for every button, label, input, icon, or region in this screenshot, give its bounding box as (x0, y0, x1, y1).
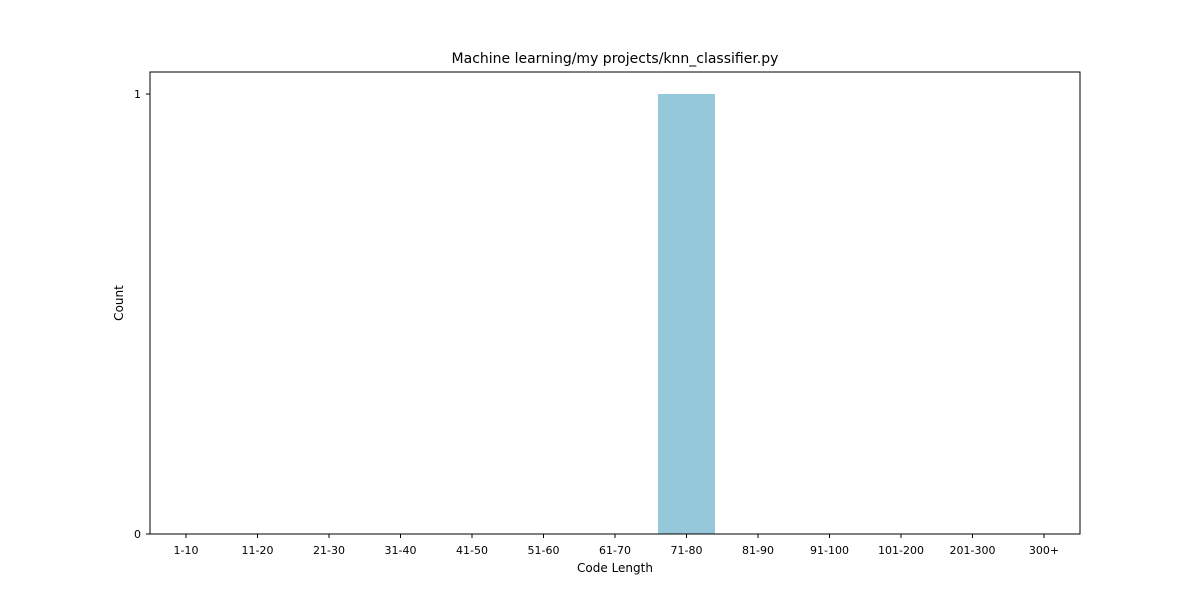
y-tick-label: 0 (134, 528, 141, 541)
y-axis-label: Count (112, 285, 126, 321)
x-tick-label: 1-10 (174, 544, 199, 557)
x-tick-label: 31-40 (385, 544, 417, 557)
plot-frame (149, 71, 1081, 535)
x-tick-label: 61-70 (599, 544, 631, 557)
y-axis: 01 (134, 88, 150, 541)
chart-title: Machine learning/my projects/knn_classif… (452, 51, 779, 67)
bars-layer (658, 94, 715, 534)
x-tick-label: 11-20 (242, 544, 274, 557)
x-tick-label: 300+ (1029, 544, 1059, 557)
x-tick-label: 71-80 (671, 544, 703, 557)
x-tick-label: 91-100 (810, 544, 849, 557)
x-tick-label: 101-200 (878, 544, 924, 557)
x-axis-label: Code Length (577, 561, 653, 575)
bar-71-80 (658, 94, 715, 534)
y-tick-label: 1 (134, 88, 141, 101)
x-tick-label: 81-90 (742, 544, 774, 557)
x-tick-label: 21-30 (313, 544, 345, 557)
x-tick-label: 51-60 (528, 544, 560, 557)
x-tick-label: 41-50 (456, 544, 488, 557)
x-tick-label: 201-300 (950, 544, 996, 557)
x-axis: 1-10 11-20 21-30 31-40 41-50 51-60 61-70 71-80 8… (174, 534, 1059, 557)
